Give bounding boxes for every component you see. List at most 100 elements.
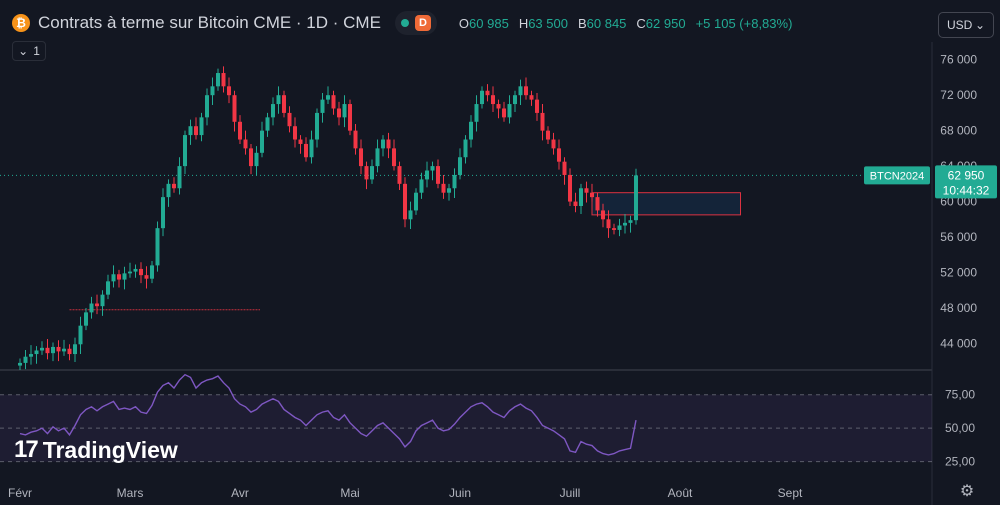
open-value: 60 985 xyxy=(469,15,509,31)
x-tick-label: Avr xyxy=(231,486,249,500)
candle-body xyxy=(144,275,149,279)
close-key: C xyxy=(636,15,646,31)
candle-body xyxy=(260,130,264,153)
candle-body xyxy=(23,356,28,363)
candle-body xyxy=(359,148,363,167)
candle-body xyxy=(584,188,589,193)
candle-body xyxy=(606,219,611,229)
open-key: O xyxy=(458,15,470,31)
candle-body xyxy=(106,281,110,295)
candle-body xyxy=(337,108,341,118)
candle-body xyxy=(287,112,292,127)
change-value: +5 105 (+8,83%) xyxy=(695,15,793,31)
last-price-label: 62 950 xyxy=(948,168,985,182)
candle-body xyxy=(293,126,297,140)
candle-body xyxy=(122,273,127,280)
candle-body xyxy=(150,265,154,279)
candle-body xyxy=(249,148,253,167)
candle-body xyxy=(216,73,220,87)
candle-body xyxy=(326,95,330,100)
candle-body xyxy=(546,130,550,140)
candle-body xyxy=(529,95,534,100)
tradingview-mark-icon: 17 xyxy=(14,436,39,463)
candle-body xyxy=(430,166,435,171)
candle-body xyxy=(67,348,72,355)
candle-body xyxy=(452,174,457,189)
range-rectangle xyxy=(591,192,741,216)
high-value: 63 500 xyxy=(528,15,568,31)
high-key: H xyxy=(518,15,529,31)
y-tick-label: 56 000 xyxy=(940,230,977,244)
candle-body xyxy=(568,174,572,202)
candle-body xyxy=(177,166,182,189)
candle-body xyxy=(172,183,176,189)
symbol-title[interactable]: Contrats à terme sur Bitcoin CME · 1D · … xyxy=(38,13,381,32)
candle-body xyxy=(51,346,55,354)
x-tick-label: Juill xyxy=(560,486,581,500)
candle-body xyxy=(381,139,385,149)
countdown-label: 10:44:32 xyxy=(943,183,990,197)
x-tick-label: Sept xyxy=(778,486,803,500)
candle-body xyxy=(29,354,33,357)
candle-body xyxy=(408,210,413,220)
candle-body xyxy=(601,210,605,220)
candle-body xyxy=(89,303,94,313)
indicators-collapse-button[interactable]: ⌄ 1 xyxy=(12,41,46,61)
candle-body xyxy=(458,157,462,175)
candle-body xyxy=(342,104,347,118)
candle-body xyxy=(348,104,352,131)
x-tick-label: Févr xyxy=(8,486,32,500)
candle-body xyxy=(540,112,545,131)
x-tick-label: Mai xyxy=(340,486,359,500)
candle-body xyxy=(298,139,303,144)
y-tick-label: 72 000 xyxy=(940,88,977,102)
candle-body xyxy=(518,86,523,96)
candle-body xyxy=(84,312,88,326)
tradingview-logo[interactable]: 17 TradingView xyxy=(14,436,178,464)
candle-body xyxy=(243,139,248,149)
candle-body xyxy=(161,197,165,229)
candle-body xyxy=(73,344,77,355)
candle-body xyxy=(271,104,275,118)
candle-body xyxy=(304,143,308,158)
gear-icon[interactable]: ⚙ xyxy=(959,483,975,500)
candle-body xyxy=(282,95,286,113)
candle-body xyxy=(590,192,594,198)
candle-body xyxy=(221,73,226,87)
currency-value: USD xyxy=(947,18,973,32)
market-status[interactable]: D xyxy=(394,11,437,35)
y-tick-label: 76 000 xyxy=(940,53,977,67)
candle-body xyxy=(353,130,358,149)
candle-body xyxy=(139,268,143,276)
candle-body xyxy=(623,222,627,226)
candle-body xyxy=(612,228,616,230)
candle-body xyxy=(447,188,451,193)
candle-body xyxy=(557,148,561,162)
candle-body xyxy=(469,121,473,140)
candle-body xyxy=(425,170,429,180)
candle-body xyxy=(392,148,396,167)
currency-select[interactable]: USD ⌄ xyxy=(938,12,994,38)
candle-body xyxy=(227,86,231,96)
candle-body xyxy=(95,303,99,307)
candle-body xyxy=(309,139,314,158)
rsi-line xyxy=(19,373,637,456)
y-tick-label: 68 000 xyxy=(940,124,977,138)
symbol-price-tag xyxy=(864,166,930,185)
candle-body xyxy=(364,166,369,180)
delayed-badge: D xyxy=(414,15,431,31)
chart-header: ₿ Contrats à terme sur Bitcoin CME · 1D … xyxy=(12,8,792,38)
candle-body xyxy=(474,104,479,122)
candle-body xyxy=(205,95,209,118)
candle-body xyxy=(232,95,237,122)
low-key: B xyxy=(577,15,587,31)
candle-body xyxy=(370,166,374,180)
candle-body xyxy=(18,362,22,366)
candle-body xyxy=(315,112,319,140)
chevron-down-icon: ⌄ xyxy=(974,18,985,32)
candle-body xyxy=(62,348,66,352)
candle-body xyxy=(155,228,160,266)
low-value: 60 845 xyxy=(586,15,627,31)
candle-body xyxy=(238,121,242,140)
